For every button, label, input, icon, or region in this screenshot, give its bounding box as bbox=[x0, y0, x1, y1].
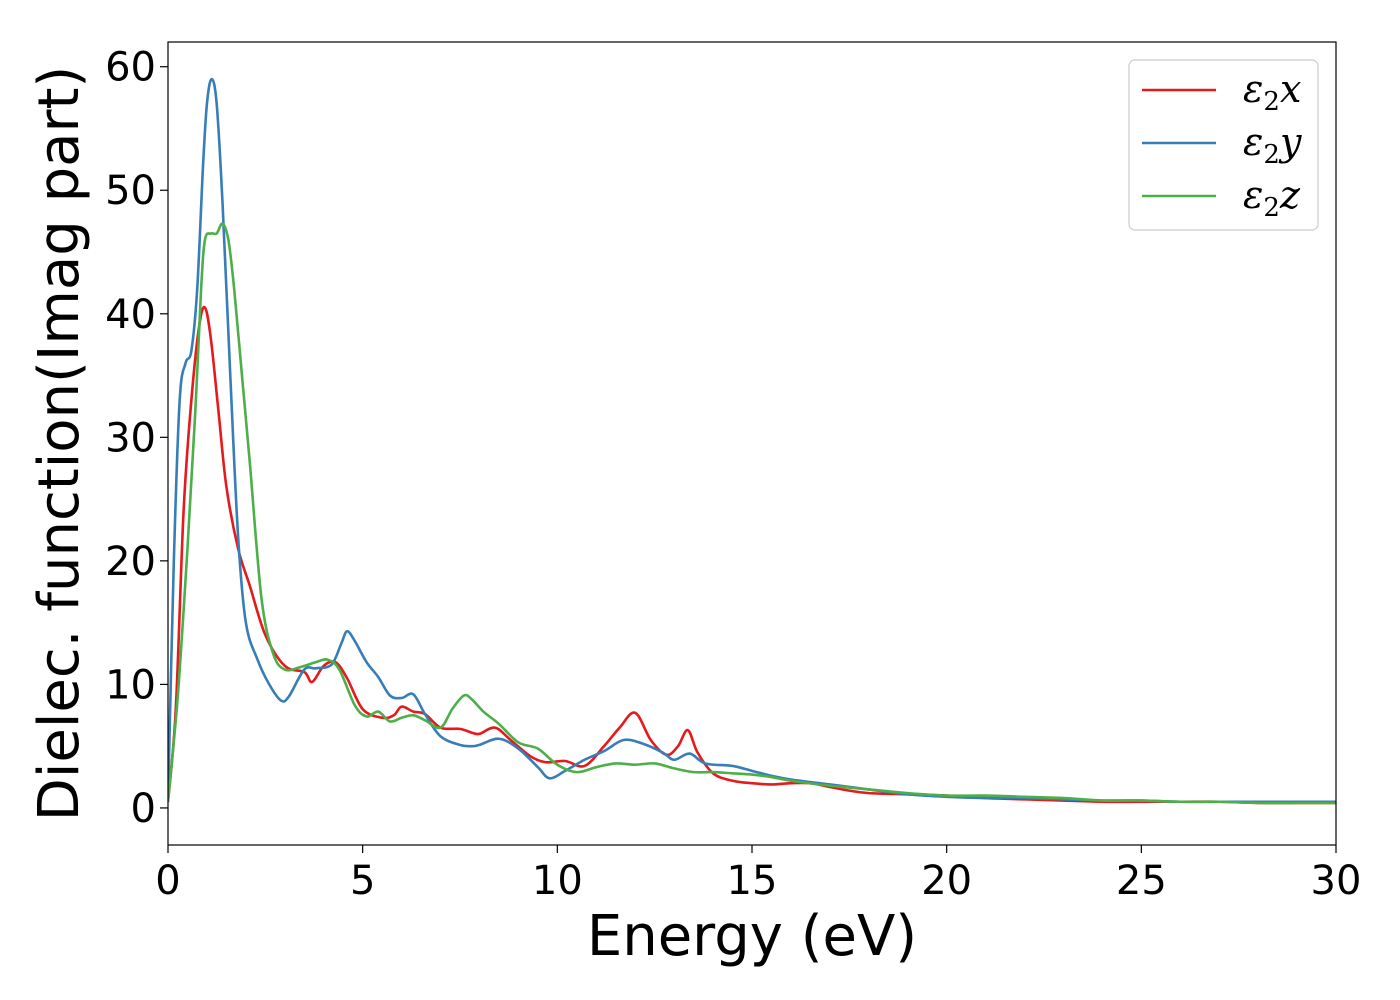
y-tick-label: 40 bbox=[105, 292, 156, 338]
legend-label-x: ε2x bbox=[1243, 67, 1301, 117]
series-line-x bbox=[168, 305, 1336, 805]
x-tick-label: 25 bbox=[1116, 858, 1167, 904]
y-tick-label: 10 bbox=[105, 662, 156, 708]
y-tick-label: 0 bbox=[131, 786, 156, 832]
y-axis-ticks: 0 10 20 30 40 50 60 bbox=[105, 45, 168, 832]
series-layer bbox=[168, 77, 1336, 805]
y-tick-label: 50 bbox=[105, 168, 156, 214]
y-tick-label: 60 bbox=[105, 45, 156, 91]
y-tick-label: 20 bbox=[105, 539, 156, 585]
legend-label-y: ε2y bbox=[1243, 120, 1302, 170]
x-axis-ticks: 0 5 10 15 20 25 30 bbox=[155, 845, 1361, 904]
legend-label-z: ε2z bbox=[1243, 173, 1301, 223]
x-tick-label: 30 bbox=[1311, 858, 1362, 904]
x-tick-label: 20 bbox=[921, 858, 972, 904]
legend-box bbox=[1128, 59, 1319, 231]
x-tick-label: 5 bbox=[350, 858, 375, 904]
x-tick-label: 10 bbox=[532, 858, 583, 904]
x-tick-label: 15 bbox=[727, 858, 778, 904]
x-axis-label: Energy (eV) bbox=[587, 904, 917, 969]
y-tick-label: 30 bbox=[105, 415, 156, 461]
y-axis-label: Dielec. function(Imag part) bbox=[27, 66, 92, 822]
series-line-z bbox=[168, 222, 1336, 805]
x-tick-label: 0 bbox=[155, 858, 180, 904]
